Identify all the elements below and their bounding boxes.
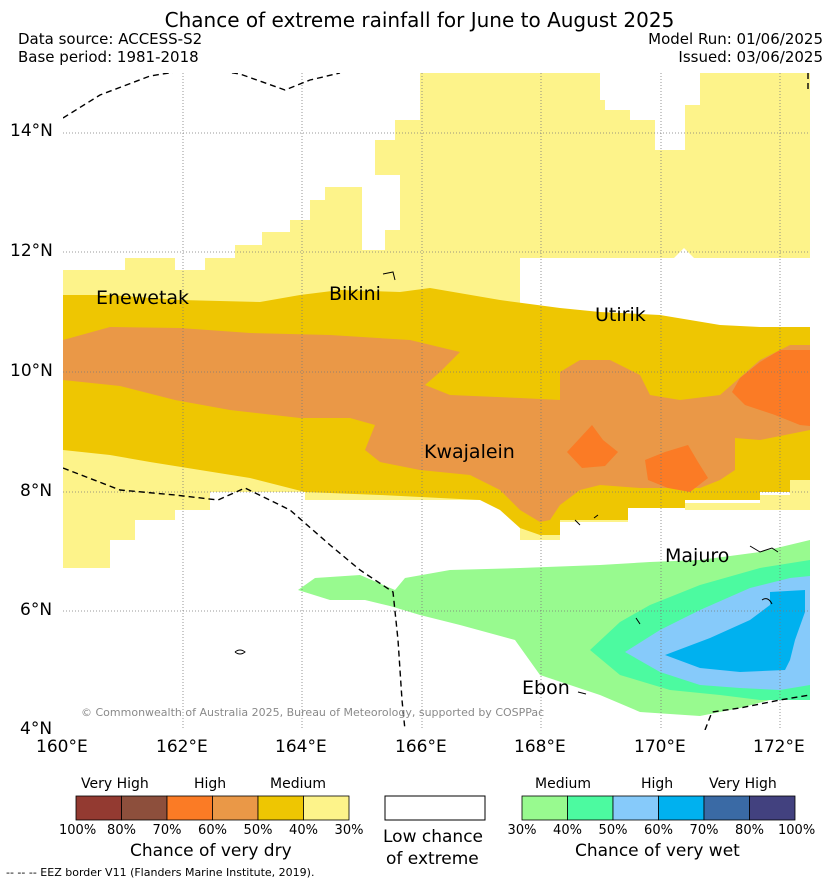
legend-wet-swatch-0: [521, 795, 568, 821]
island-outlines: [234, 271, 779, 695]
legend-low-caption-line2: of extreme: [386, 849, 479, 869]
base-period: Base period: 1981-2018: [18, 48, 199, 66]
legend-dry-swatch-5: [303, 795, 350, 821]
dry-high-region: [63, 327, 810, 522]
lon-tick-164: 164°E: [275, 737, 327, 757]
place-label-bikini: Bikini: [329, 283, 381, 305]
island-outline: [382, 271, 396, 281]
legend-wet-swatch-3: [658, 795, 705, 821]
eez-borders: [63, 73, 810, 730]
copyright-notice: © Commonwealth of Australia 2025, Bureau…: [81, 706, 545, 719]
island-outline: [593, 514, 599, 519]
legend-dry-swatch-3: [212, 795, 259, 821]
eez-border-note: -- -- -- EEZ border V11 (Flanders Marine…: [6, 866, 315, 879]
legend-wet-swatch-4: [703, 795, 750, 821]
legend-wet-caption: Chance of very wet: [575, 841, 740, 861]
low-chance-hole-top: [600, 73, 700, 150]
legend-dry-percent-3: 60%: [198, 823, 227, 838]
legend-wet-bar: [521, 795, 796, 821]
legend-dry-caption: Chance of very dry: [130, 841, 292, 861]
legend-wet-percent-2: 50%: [598, 823, 628, 838]
legend-dry-level-medium: Medium: [270, 776, 326, 792]
lat-tick-4: 4°N: [20, 719, 53, 739]
wet-very-high-region: [665, 590, 805, 672]
dry-very-high-south: [645, 445, 708, 492]
lat-tick-6: 6°N: [20, 600, 53, 620]
legend-wet-swatch-5: [749, 795, 796, 821]
legend-dry-swatch-0: [75, 795, 122, 821]
dry-very-high-center: [567, 425, 618, 468]
lon-tick-172: 172°E: [753, 737, 805, 757]
lat-tick-10: 10°N: [10, 361, 53, 381]
legend-dry-percent-4: 50%: [243, 823, 273, 838]
lat-tick-8: 8°N: [20, 481, 53, 501]
legend-wet-swatch-2: [612, 795, 659, 821]
eez-border-southeast: [704, 694, 810, 730]
legend-wet-percent-3: 60%: [644, 823, 673, 838]
lon-tick-166: 166°E: [395, 737, 447, 757]
low-chance-hole-mid: [540, 275, 655, 320]
legend-wet-level-very-high: Very High: [709, 776, 777, 792]
legend-dry-percent-5: 40%: [289, 823, 318, 838]
legend-dry-percent-2: 70%: [152, 823, 182, 838]
legend-wet-percent-6: 100%: [778, 823, 816, 838]
legend-wet-percent-1: 40%: [553, 823, 582, 838]
legend-dry-level-high: High: [194, 776, 227, 792]
legend-low-chance-box: [384, 795, 486, 821]
island-outline: [635, 617, 641, 625]
legend-wet-level-medium: Medium: [535, 776, 591, 792]
island-outline: [574, 519, 581, 526]
legend-wet-percent-5: 80%: [735, 823, 764, 838]
low-chance-hole-small: [672, 248, 696, 272]
place-label-majuro: Majuro: [665, 545, 730, 567]
legend-dry-swatch-4: [257, 795, 304, 821]
place-label-enewetak: Enewetak: [96, 287, 190, 309]
legend-wet-level-high: High: [641, 776, 674, 792]
legend-wet-percent-0: 30%: [507, 823, 537, 838]
legend-wet-swatch-1: [567, 795, 614, 821]
legend-low-caption-line1: Low chance: [383, 827, 483, 847]
map-plot-area: [63, 73, 810, 730]
lat-tick-14: 14°N: [10, 121, 53, 141]
legend-dry-percent-6: 30%: [334, 823, 364, 838]
eez-border-south: [63, 467, 406, 730]
eez-border-north: [63, 73, 341, 119]
island-outline: [749, 545, 779, 553]
legend-dry-bar: [75, 795, 350, 821]
lon-tick-160: 160°E: [36, 737, 88, 757]
place-label-utirik: Utirik: [595, 304, 646, 326]
dry-very-high-east: [732, 350, 810, 426]
island-outline: [234, 649, 246, 655]
model-run: Model Run: 01/06/2025: [648, 30, 823, 48]
place-label-ebon: Ebon: [522, 677, 570, 699]
map-title: Chance of extreme rainfall for June to A…: [164, 8, 675, 32]
legend-dry-swatch-1: [121, 795, 168, 821]
island-outline: [761, 598, 773, 605]
legend-wet-percent-4: 70%: [689, 823, 719, 838]
legend-dry-percent-0: 100%: [59, 823, 97, 838]
legend-dry-percent-1: 80%: [107, 823, 136, 838]
lon-tick-170: 170°E: [634, 737, 686, 757]
legend-dry-level-very-high: Very High: [81, 776, 149, 792]
lon-tick-162: 162°E: [156, 737, 208, 757]
lat-tick-12: 12°N: [10, 241, 53, 261]
lon-tick-168: 168°E: [514, 737, 566, 757]
place-label-kwajalein: Kwajalein: [424, 441, 515, 463]
legend-dry-swatch-2: [166, 795, 213, 821]
island-outline: [577, 691, 587, 695]
issued-date: Issued: 03/06/2025: [678, 48, 823, 66]
data-source: Data source: ACCESS-S2: [18, 30, 203, 48]
